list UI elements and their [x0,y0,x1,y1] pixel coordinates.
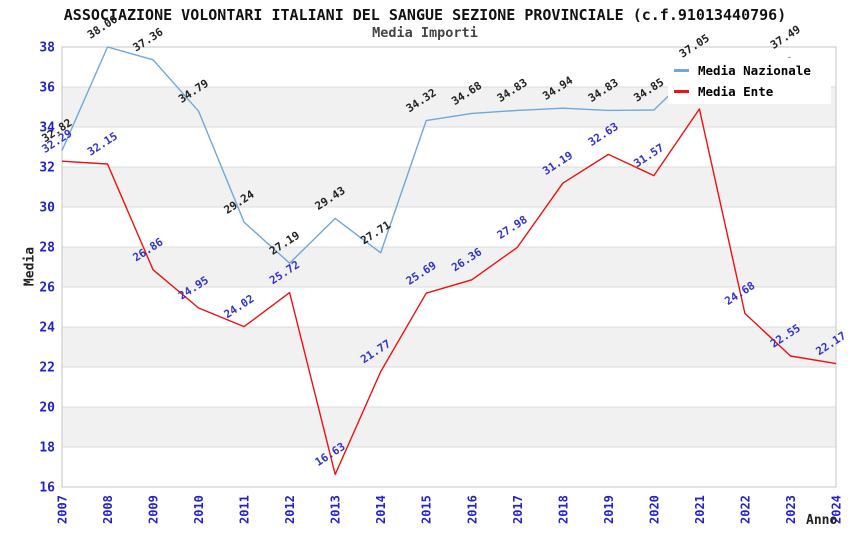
x-tick-label: 2020 [647,495,661,524]
legend-line-swatch-nazionale-icon [674,69,689,72]
x-tick-label: 2022 [738,495,752,524]
legend-label-ente: Media Ente [698,84,774,99]
x-tick-label: 2013 [329,495,343,524]
y-tick-label: 18 [39,441,55,456]
x-tick-label: 2015 [420,495,434,524]
band-stripe [62,247,836,287]
y-tick-label: 16 [39,481,55,496]
y-tick-label: 20 [39,401,55,416]
y-tick-label: 28 [39,241,55,256]
point-label-nazionale: 38.00 [85,13,120,42]
point-label-ente: 32.15 [85,130,120,159]
x-tick-label: 2012 [283,495,297,524]
y-tick-label: 38 [39,41,55,56]
band-stripe [62,327,836,367]
y-axis-title: Media [22,246,38,287]
y-tick-label: 24 [39,321,55,336]
legend: Media Nazionale Media Ente [668,58,831,104]
line-media-ente [61,108,837,476]
x-tick-label: 2008 [101,495,115,524]
legend-item-media-nazionale: Media Nazionale [674,62,831,80]
plot-border [61,46,837,488]
y-tick-label: 26 [39,281,55,296]
x-tick-label: 2016 [465,495,479,524]
x-tick-label: 2023 [784,495,798,524]
point-label-nazionale: 37.36 [131,25,166,54]
x-tick-label: 2024 [830,495,844,524]
x-tick-label: 2017 [511,495,525,524]
x-tick-label: 2019 [602,495,616,524]
x-tick-label: 2007 [56,495,70,524]
y-tick-label: 30 [39,201,55,216]
x-axis-title: Anno [806,513,838,528]
x-tick-label: 2010 [192,495,206,524]
x-tick-label: 2021 [693,495,707,524]
band-stripe [62,407,836,447]
legend-item-media-ente: Media Ente [674,83,831,101]
legend-label-nazionale: Media Nazionale [698,63,811,78]
x-tick-label: 2011 [238,495,252,524]
y-tick-label: 34 [39,121,55,136]
point-label-ente: 24.02 [222,292,257,321]
point-label-nazionale: 37.05 [677,32,712,61]
y-tick-label: 22 [39,361,55,376]
chart-title: ASSOCIAZIONE VOLONTARI ITALIANI DEL SANG… [63,6,787,24]
y-tick-label: 36 [39,81,55,96]
x-tick-label: 2014 [374,495,388,524]
legend-line-swatch-ente-icon [674,90,689,93]
x-tick-label: 2018 [556,495,570,524]
x-tick-label: 2009 [147,495,161,524]
y-tick-label: 32 [39,161,55,176]
band-stripe [62,167,836,207]
chart-subtitle: Media Importi [372,25,478,41]
